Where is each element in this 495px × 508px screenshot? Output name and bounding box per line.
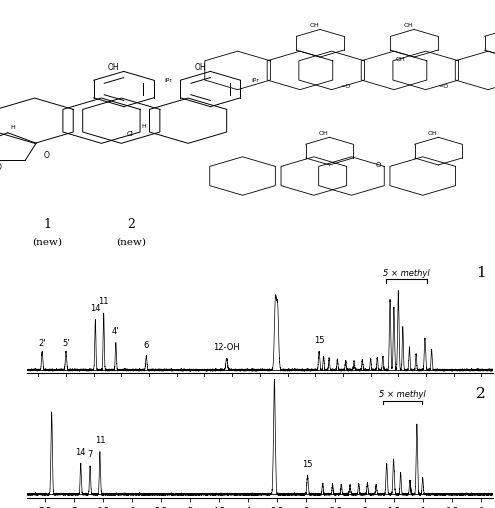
Text: 11: 11 (95, 436, 105, 445)
Text: (new): (new) (116, 237, 146, 246)
Text: 4': 4' (112, 327, 120, 336)
Text: H: H (141, 124, 146, 129)
Text: 6: 6 (144, 340, 149, 350)
Text: OH: OH (396, 57, 405, 62)
Text: 1: 1 (43, 218, 51, 231)
Text: OH: OH (194, 62, 206, 72)
Text: 12-OH: 12-OH (213, 343, 240, 352)
Text: 14: 14 (75, 448, 86, 457)
Text: iPr: iPr (251, 78, 259, 83)
Text: 1: 1 (476, 266, 486, 280)
Text: 7: 7 (87, 450, 93, 459)
Text: (new): (new) (32, 237, 62, 246)
Text: iPr: iPr (165, 78, 173, 83)
Text: 15: 15 (314, 336, 324, 345)
Text: OH: OH (428, 131, 438, 136)
Text: O: O (376, 162, 381, 168)
Text: 11: 11 (99, 298, 109, 306)
Text: O: O (44, 151, 50, 160)
Text: 15: 15 (302, 460, 313, 468)
Text: O: O (0, 163, 2, 172)
Text: Cl: Cl (127, 131, 134, 137)
Text: =O: =O (439, 84, 448, 89)
Text: OH: OH (319, 131, 329, 136)
Text: 5 × methyl: 5 × methyl (383, 269, 430, 277)
Text: OH: OH (107, 62, 119, 72)
Text: OH: OH (310, 23, 319, 28)
Text: =O: =O (340, 84, 350, 89)
Text: OH: OH (404, 23, 413, 28)
Text: 2: 2 (476, 387, 486, 401)
Text: 2': 2' (39, 339, 46, 348)
Text: H: H (10, 125, 15, 130)
Text: 5': 5' (62, 339, 70, 348)
Text: 5 × methyl: 5 × methyl (379, 390, 426, 399)
Text: 14: 14 (90, 304, 100, 313)
Text: 2: 2 (127, 218, 135, 231)
